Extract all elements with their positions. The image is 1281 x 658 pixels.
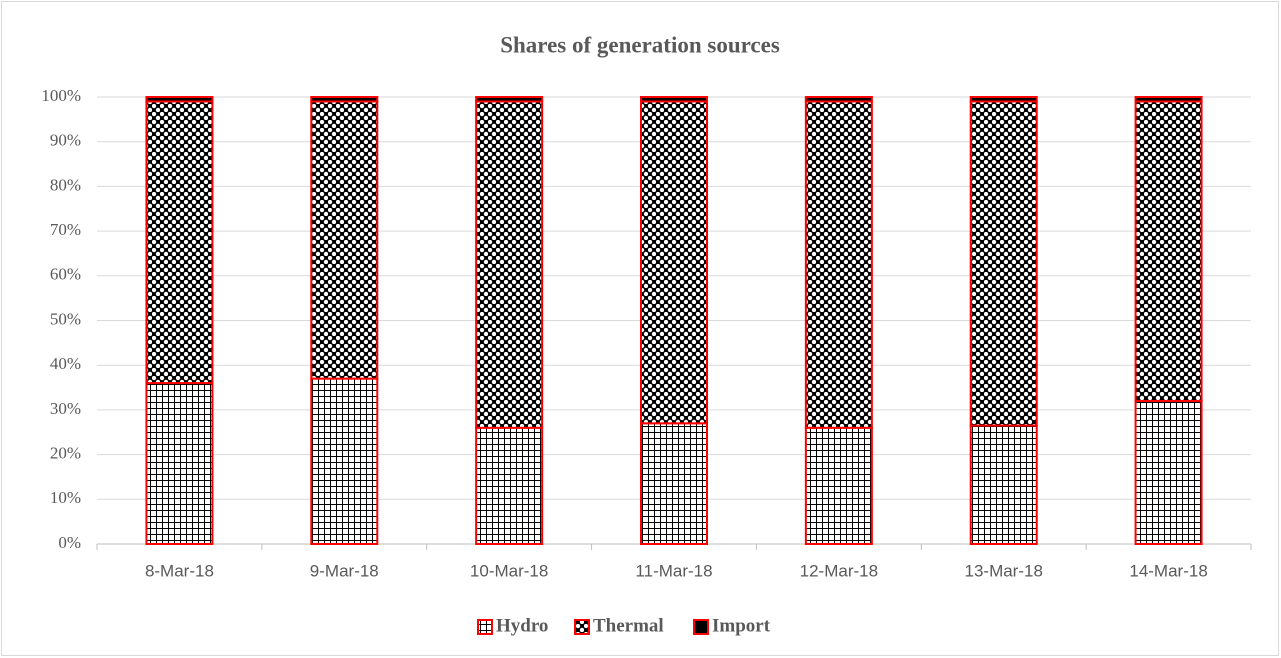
y-tick-label: 40% xyxy=(50,354,81,373)
bar-segment xyxy=(475,96,544,103)
y-tick-label: 50% xyxy=(50,309,81,328)
x-tick-label: 10-Mar-18 xyxy=(470,561,548,580)
y-tick-label: 10% xyxy=(50,488,81,507)
x-tick-label: 13-Mar-18 xyxy=(965,561,1043,580)
y-tick-label: 20% xyxy=(50,444,81,463)
bar-segment xyxy=(475,100,544,429)
x-tick-label: 12-Mar-18 xyxy=(800,561,878,580)
legend-swatch xyxy=(574,619,590,635)
bar-segment xyxy=(804,426,873,545)
bar-segment xyxy=(475,426,544,545)
legend-label: Thermal xyxy=(593,615,664,636)
bar-segment xyxy=(969,424,1038,546)
y-tick-label: 70% xyxy=(50,220,81,239)
bar-segment xyxy=(310,96,379,103)
chart-title: Shares of generation sources xyxy=(500,32,780,57)
bar-segment xyxy=(1134,96,1203,103)
y-tick-label: 60% xyxy=(50,265,81,284)
bar-segment xyxy=(310,377,379,545)
bar-segment xyxy=(145,96,214,103)
y-tick-label: 90% xyxy=(50,131,81,150)
y-tick-label: 100% xyxy=(41,86,81,105)
bar-segment xyxy=(640,422,708,545)
bar-segment xyxy=(145,100,214,385)
x-tick-label: 11-Mar-18 xyxy=(635,561,712,580)
x-tick-label: 14-Mar-18 xyxy=(1129,561,1207,580)
bar-segment xyxy=(804,100,873,429)
bar-segment xyxy=(1134,399,1203,545)
y-tick-label: 0% xyxy=(58,533,81,552)
x-tick-label: 9-Mar-18 xyxy=(310,561,379,580)
legend-label: Import xyxy=(712,615,771,636)
y-tick-label: 80% xyxy=(50,175,81,194)
legend-label: Hydro xyxy=(496,615,548,636)
bar-segment xyxy=(1134,100,1203,402)
y-tick-label: 30% xyxy=(50,399,81,418)
bar-segment xyxy=(640,96,708,103)
bar-segment xyxy=(640,100,708,425)
bar-segment xyxy=(969,96,1038,103)
bar-segment xyxy=(145,382,214,545)
bar-segment xyxy=(310,100,379,380)
legend-swatch xyxy=(477,619,493,635)
legend-swatch xyxy=(693,619,709,635)
x-tick-label: 8-Mar-18 xyxy=(145,561,214,580)
bar-segment xyxy=(969,100,1038,427)
bar-segment xyxy=(804,96,873,103)
